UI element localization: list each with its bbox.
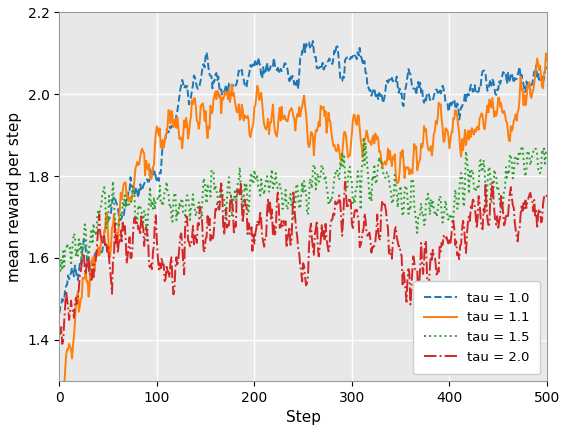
tau = 1.5 [378, 157, 384, 162]
tau = 1.1 [198, 103, 205, 108]
tau = 2.0 [372, 239, 379, 245]
Line: tau = 1.0: tau = 1.0 [60, 41, 547, 314]
tau = 2.0 [342, 179, 349, 184]
tau = 1.5 [234, 181, 241, 186]
Line: tau = 2.0: tau = 2.0 [60, 182, 547, 344]
tau = 1.5 [544, 148, 551, 153]
tau = 1.1 [543, 51, 549, 56]
tau = 2.0 [378, 211, 384, 216]
Line: tau = 1.5: tau = 1.5 [60, 137, 547, 271]
tau = 1.5 [372, 178, 379, 184]
tau = 1.1 [178, 135, 185, 140]
tau = 2.0 [544, 194, 551, 199]
tau = 1.0 [56, 311, 63, 316]
tau = 1.0 [197, 77, 204, 83]
tau = 2.0 [178, 231, 185, 236]
tau = 1.5 [462, 179, 468, 184]
tau = 1.1 [56, 380, 63, 385]
tau = 2.0 [234, 190, 241, 195]
tau = 2.0 [462, 238, 468, 244]
tau = 1.5 [198, 212, 205, 217]
tau = 1.0 [371, 86, 378, 91]
tau = 1.5 [360, 135, 367, 140]
tau = 1.0 [234, 80, 240, 86]
tau = 1.5 [56, 257, 63, 263]
tau = 1.1 [59, 404, 66, 410]
tau = 1.5 [178, 197, 185, 203]
Line: tau = 1.1: tau = 1.1 [60, 54, 547, 407]
tau = 2.0 [198, 211, 205, 216]
tau = 1.1 [234, 109, 241, 114]
tau = 1.0 [377, 93, 384, 98]
Y-axis label: mean reward per step: mean reward per step [7, 111, 22, 282]
tau = 1.0 [544, 65, 551, 70]
tau = 1.1 [460, 138, 467, 143]
Legend: tau = 1.0, tau = 1.1, tau = 1.5, tau = 2.0: tau = 1.0, tau = 1.1, tau = 1.5, tau = 2… [413, 281, 540, 374]
tau = 1.0 [460, 99, 467, 104]
tau = 1.5 [57, 268, 64, 273]
X-axis label: Step: Step [286, 410, 321, 425]
tau = 1.1 [371, 141, 378, 146]
tau = 1.0 [310, 38, 316, 44]
tau = 1.0 [177, 87, 184, 92]
tau = 1.1 [544, 58, 551, 64]
tau = 2.0 [56, 327, 63, 332]
tau = 2.0 [59, 341, 66, 346]
tau = 1.1 [377, 149, 384, 154]
